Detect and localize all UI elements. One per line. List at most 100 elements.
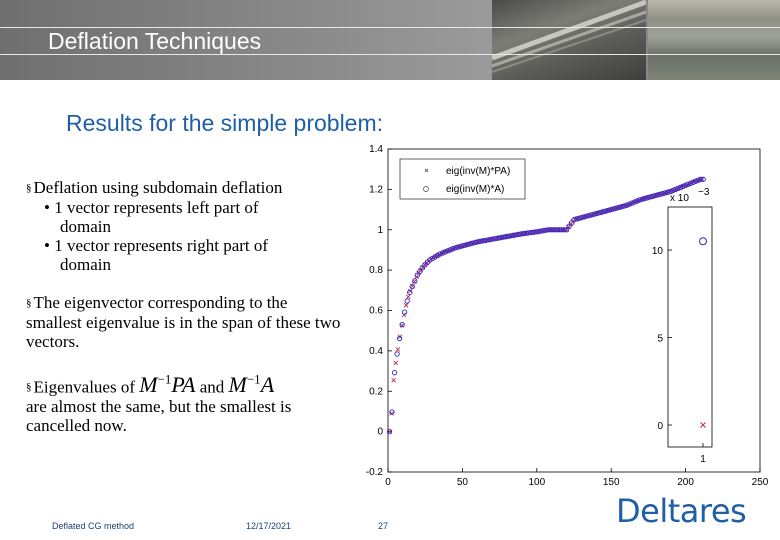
sub-bullet-right-cont: domain xyxy=(60,255,111,274)
data-point xyxy=(624,202,630,208)
data-point xyxy=(665,189,671,195)
y-tick-label: 0.4 xyxy=(369,346,383,357)
inset-x-tick-label: 1 xyxy=(700,454,706,465)
slide-title: Deflation Techniques xyxy=(48,28,262,54)
bridge-image xyxy=(492,0,646,73)
data-point xyxy=(417,268,423,274)
series-a xyxy=(386,176,706,435)
data-point xyxy=(513,232,519,238)
data-point xyxy=(611,205,618,212)
data-point xyxy=(652,192,658,199)
data-point xyxy=(675,185,681,192)
data-point xyxy=(591,211,598,217)
legend-box xyxy=(399,158,526,200)
legend-label: eig(inv(M)*PA) xyxy=(446,166,510,177)
data-point xyxy=(541,227,547,234)
data-point xyxy=(576,215,582,221)
inset-y-multiplier: x 10 xyxy=(670,193,689,204)
data-point xyxy=(393,360,399,366)
data-point xyxy=(568,220,575,226)
data-point xyxy=(692,178,699,184)
data-point xyxy=(660,190,666,197)
math-m-inv-a: M−1A xyxy=(228,372,275,398)
data-point xyxy=(520,230,527,237)
data-point xyxy=(508,233,514,239)
legend-marker-o xyxy=(423,186,429,192)
data-point xyxy=(518,231,524,237)
sub-bullet-left-cont: domain xyxy=(60,217,111,236)
footer-page-number: 27 xyxy=(378,521,389,531)
deltares-logo: Deltares xyxy=(616,492,747,530)
data-point xyxy=(697,176,704,182)
data-point xyxy=(395,347,401,352)
data-point xyxy=(403,302,409,308)
data-point xyxy=(614,205,620,211)
inset-y-tick-label: 5 xyxy=(657,334,663,345)
data-point xyxy=(482,237,489,244)
data-point xyxy=(386,428,393,435)
legend-label: eig(inv(M)*A) xyxy=(446,184,504,195)
bullet-square-icon: § xyxy=(26,182,32,194)
data-point xyxy=(604,208,610,214)
y-tick-label: 1.2 xyxy=(369,184,383,195)
data-point xyxy=(457,243,463,250)
x-tick-label: 50 xyxy=(457,477,469,488)
chart-legend: eig(inv(M)*PA) eig(inv(M)*A) xyxy=(399,158,526,200)
bullet-text-pre: Eigenvalues of xyxy=(33,377,136,397)
footer-course: Deflated CG method xyxy=(52,521,135,531)
data-point xyxy=(475,239,481,245)
data-point xyxy=(594,210,600,217)
data-point xyxy=(445,248,451,254)
data-point xyxy=(685,181,691,188)
data-point xyxy=(657,191,663,197)
data-point xyxy=(553,227,560,233)
data-point xyxy=(662,190,668,196)
bullet-eigenvalues: § Eigenvalues of M−1PA and M−1A are almos… xyxy=(26,370,346,435)
data-point xyxy=(498,234,504,241)
data-point xyxy=(495,235,501,241)
data-point xyxy=(606,207,613,213)
data-point xyxy=(629,200,635,206)
data-point xyxy=(447,247,453,253)
data-point xyxy=(551,227,557,233)
y-tick-label: 0.2 xyxy=(369,386,383,397)
inset-y-tick-label: 10 xyxy=(652,246,664,257)
bullet-text-and: and xyxy=(199,377,225,397)
bullet-text: Deflation using subdomain deflation xyxy=(33,178,283,197)
data-point xyxy=(596,210,603,216)
data-point xyxy=(391,370,398,376)
data-point xyxy=(472,239,479,245)
data-point xyxy=(477,238,484,244)
x-tick-label: 150 xyxy=(603,477,620,488)
x-tick-label: 250 xyxy=(752,477,769,488)
bullet-square-icon: § xyxy=(26,297,32,309)
data-point xyxy=(680,183,686,190)
data-point xyxy=(634,198,641,204)
data-point xyxy=(654,192,661,198)
data-point xyxy=(407,289,413,295)
data-point xyxy=(439,250,446,256)
x-tick-label: 0 xyxy=(385,477,391,488)
sub-bullet-right: • 1 vector represents right part of xyxy=(44,236,269,255)
legend-marker-x xyxy=(424,168,429,173)
main-plot: 0 50 100 150 200 250-0.200.20.40.60.811.21.4 xyxy=(366,144,769,488)
data-point xyxy=(480,238,486,244)
data-point xyxy=(493,235,499,242)
data-point xyxy=(455,244,461,250)
footer-date: 12/17/2021 xyxy=(246,521,292,531)
data-point xyxy=(690,179,696,185)
data-point xyxy=(687,180,694,186)
data-point xyxy=(533,229,539,235)
data-point xyxy=(485,237,491,243)
data-point xyxy=(505,233,512,239)
data-point xyxy=(548,227,555,233)
data-point xyxy=(523,230,529,236)
header-photo-river xyxy=(648,0,780,80)
data-point xyxy=(396,335,403,342)
data-point xyxy=(644,195,651,201)
y-tick-label: 0.8 xyxy=(369,265,383,276)
bullet-square-icon: § xyxy=(26,381,32,394)
data-point xyxy=(452,245,458,251)
data-point xyxy=(639,196,646,202)
data-point xyxy=(599,209,605,215)
